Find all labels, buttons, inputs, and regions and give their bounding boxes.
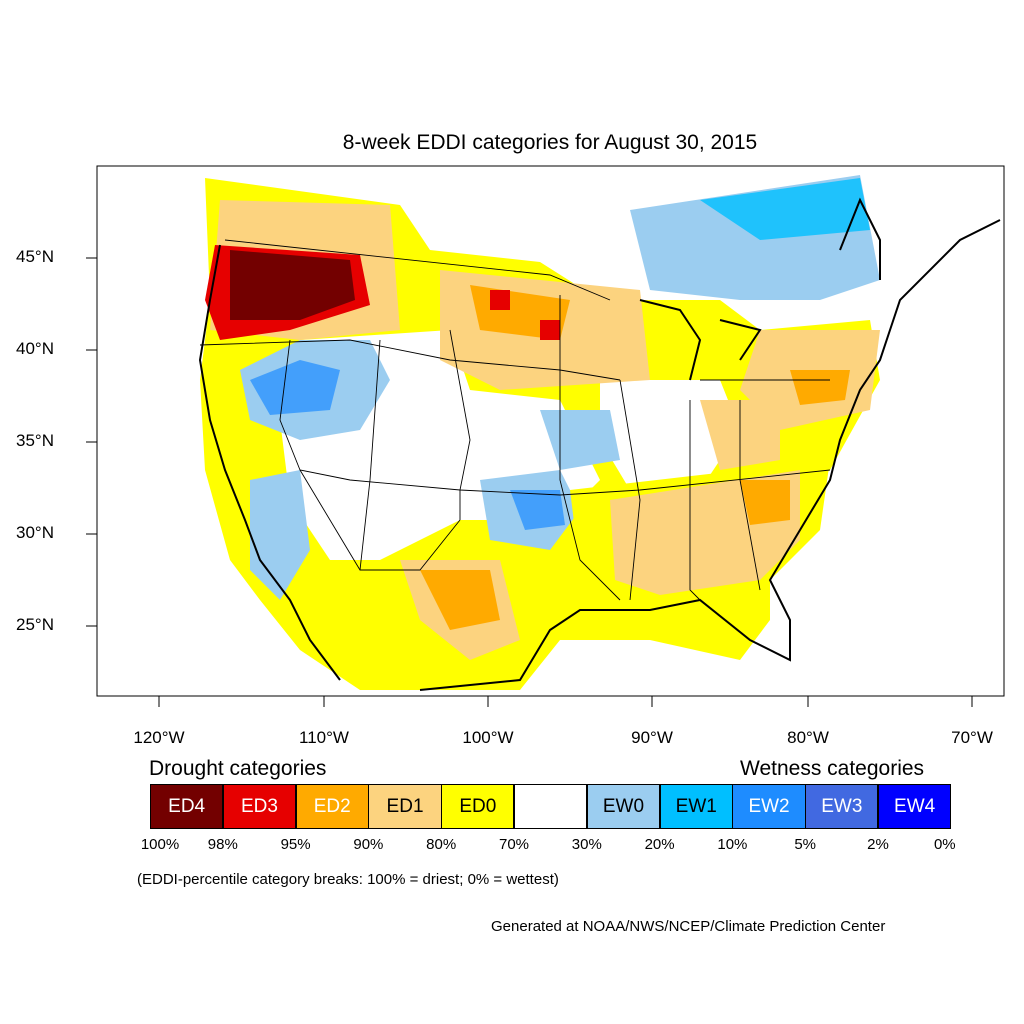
state-borders: [199, 239, 831, 601]
legend-swatch-ew0: EW0: [586, 784, 661, 829]
category-note: (EDDI-percentile category breaks: 100% =…: [137, 871, 559, 888]
texas-ed2: [420, 570, 500, 630]
drought-legend-heading: Drought categories: [149, 757, 327, 780]
legend-swatch-ew1: EW1: [659, 784, 733, 829]
legend-swatch-ed1: ED1: [368, 784, 442, 829]
legend-break-label: 5%: [794, 836, 817, 853]
x-tick-label: 120°W: [133, 728, 185, 747]
legend-break-label: 20%: [644, 836, 675, 853]
legend-swatch-ed2: ED2: [295, 784, 369, 829]
legend-break-label: 30%: [571, 836, 602, 853]
great-lakes-ew1: [700, 178, 870, 240]
x-tick-label: 80°W: [787, 728, 829, 747]
legend-swatch-ew3: EW3: [805, 784, 879, 829]
legend-break-label: 80%: [426, 836, 457, 853]
legend-break-label: 2%: [867, 836, 889, 853]
legend-swatch-neutral: [514, 784, 588, 829]
legend-swatch-ed4: ED4: [150, 784, 224, 829]
southern-plains-ew1: [510, 490, 565, 530]
wetness-legend-heading: Wetness categories: [740, 757, 925, 780]
legend-swatch-ed0: ED0: [441, 784, 515, 829]
legend-break-label: 10%: [717, 836, 748, 853]
legend-break-label: 98%: [207, 836, 238, 853]
x-tick-marks: [158, 696, 973, 707]
y-tick-label: 35°N: [16, 431, 54, 450]
canada-north-white: [540, 170, 640, 260]
legend-swatch-ew2: EW2: [732, 784, 806, 829]
x-tick-label: 90°W: [631, 728, 673, 747]
y-tick-label: 45°N: [16, 247, 54, 266]
x-tick-label: 100°W: [462, 728, 514, 747]
pacific-northwest-ed4: [230, 250, 355, 320]
y-tick-marks: [86, 257, 97, 627]
x-tick-label: 110°W: [299, 728, 349, 747]
great-basin-ew1: [250, 360, 340, 415]
northeast-ed2: [790, 370, 850, 405]
y-tick-label: 30°N: [16, 523, 54, 542]
legend-break-label: 70%: [498, 836, 530, 853]
legend-swatch-ew4: EW4: [878, 784, 952, 829]
southeast-ed2: [740, 480, 790, 525]
map-frame: [96, 165, 1005, 697]
northern-plains-ed3: [490, 290, 560, 340]
legend-break-label: 95%: [280, 836, 311, 853]
y-tick-label: 40°N: [16, 339, 54, 358]
legend-swatch-ed3: ED3: [222, 784, 297, 829]
map-title: 8-week EDDI categories for August 30, 20…: [342, 131, 758, 154]
legend-break-label: 100%: [140, 836, 180, 853]
legend-break-label: 0%: [933, 836, 956, 853]
credit-line: Generated at NOAA/NWS/NCEP/Climate Predi…: [491, 918, 886, 935]
y-tick-label: 25°N: [16, 615, 54, 634]
legend-break-label: 90%: [353, 836, 384, 853]
coastlines: [198, 197, 1001, 691]
x-tick-label: 70°W: [951, 728, 993, 747]
